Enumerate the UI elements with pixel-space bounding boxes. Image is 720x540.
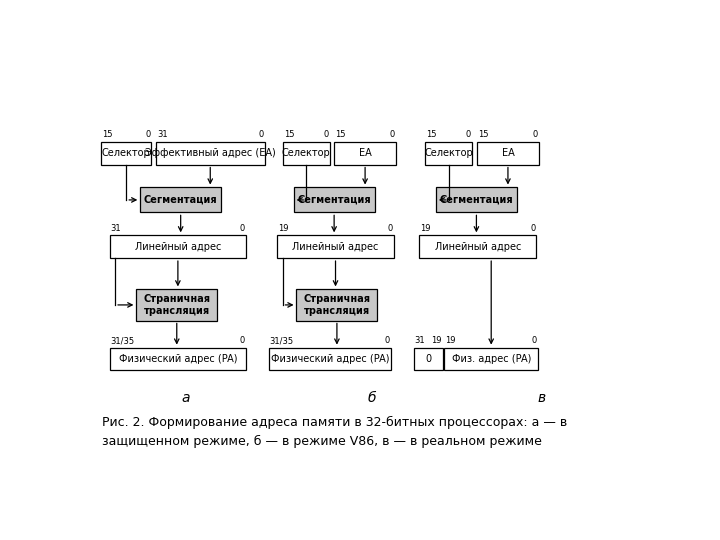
Text: EA: EA (359, 148, 372, 158)
Text: 0: 0 (390, 130, 395, 139)
Text: 15: 15 (102, 130, 113, 139)
Bar (444, 348, 538, 370)
Bar (436, 187, 517, 212)
Bar (334, 141, 396, 165)
Text: 0: 0 (532, 130, 538, 139)
Text: Селектор: Селектор (102, 148, 150, 158)
Bar (477, 141, 539, 165)
Bar (269, 348, 392, 370)
Text: 15: 15 (426, 130, 436, 139)
Bar (109, 348, 246, 370)
Text: Эффективный адрес (EA): Эффективный адрес (EA) (145, 148, 276, 158)
Text: Линейный адрес: Линейный адрес (435, 242, 521, 252)
Bar (297, 289, 377, 321)
Bar (136, 289, 217, 321)
Text: 31: 31 (111, 224, 121, 233)
Text: Физ. адрес (PA): Физ. адрес (PA) (451, 354, 531, 364)
Text: Страничная
трансляция: Страничная трансляция (303, 294, 370, 316)
Text: 0: 0 (385, 336, 390, 345)
Text: 31/35: 31/35 (111, 336, 135, 345)
Text: Сегментация: Сегментация (440, 195, 513, 205)
Text: 0: 0 (531, 336, 537, 345)
Text: 19: 19 (278, 224, 289, 233)
Text: Сегментация: Сегментация (144, 195, 217, 205)
Text: б: б (367, 391, 376, 405)
Text: EA: EA (502, 148, 514, 158)
Text: 19: 19 (446, 336, 456, 345)
Text: 0: 0 (466, 130, 471, 139)
Text: Рис. 2. Формирование адреса памяти в 32-битных процессорах: а — в
защищенном реж: Рис. 2. Формирование адреса памяти в 32-… (102, 416, 567, 448)
Text: 15: 15 (336, 130, 346, 139)
Text: 0: 0 (240, 224, 245, 233)
Text: 31/35: 31/35 (270, 336, 294, 345)
Text: Линейный адрес: Линейный адрес (292, 242, 379, 252)
Text: в: в (538, 391, 546, 405)
Text: 19: 19 (431, 336, 441, 345)
Bar (419, 235, 536, 258)
Text: Сегментация: Сегментация (297, 195, 371, 205)
Text: 0: 0 (388, 224, 393, 233)
Bar (282, 141, 330, 165)
Text: Страничная
трансляция: Страничная трансляция (143, 294, 210, 316)
Bar (156, 141, 265, 165)
Text: Селектор: Селектор (424, 148, 473, 158)
Text: 0: 0 (530, 224, 535, 233)
Bar (140, 187, 221, 212)
Text: 15: 15 (478, 130, 489, 139)
Bar (425, 141, 472, 165)
Bar (277, 235, 394, 258)
Text: 0: 0 (145, 130, 150, 139)
Text: Линейный адрес: Линейный адрес (135, 242, 221, 252)
Text: 19: 19 (420, 224, 431, 233)
Bar (294, 187, 374, 212)
Text: 0: 0 (240, 336, 245, 345)
Text: 31: 31 (415, 336, 426, 345)
Text: Физический адрес (PA): Физический адрес (PA) (271, 354, 390, 364)
Text: 0: 0 (258, 130, 264, 139)
Text: 15: 15 (284, 130, 294, 139)
Bar (413, 348, 443, 370)
Bar (109, 235, 246, 258)
Text: 0: 0 (425, 354, 431, 364)
Text: 31: 31 (157, 130, 168, 139)
Text: а: а (181, 391, 190, 405)
Text: 0: 0 (323, 130, 329, 139)
Text: Физический адрес (PA): Физический адрес (PA) (119, 354, 237, 364)
Text: Селектор: Селектор (282, 148, 330, 158)
Bar (101, 141, 151, 165)
